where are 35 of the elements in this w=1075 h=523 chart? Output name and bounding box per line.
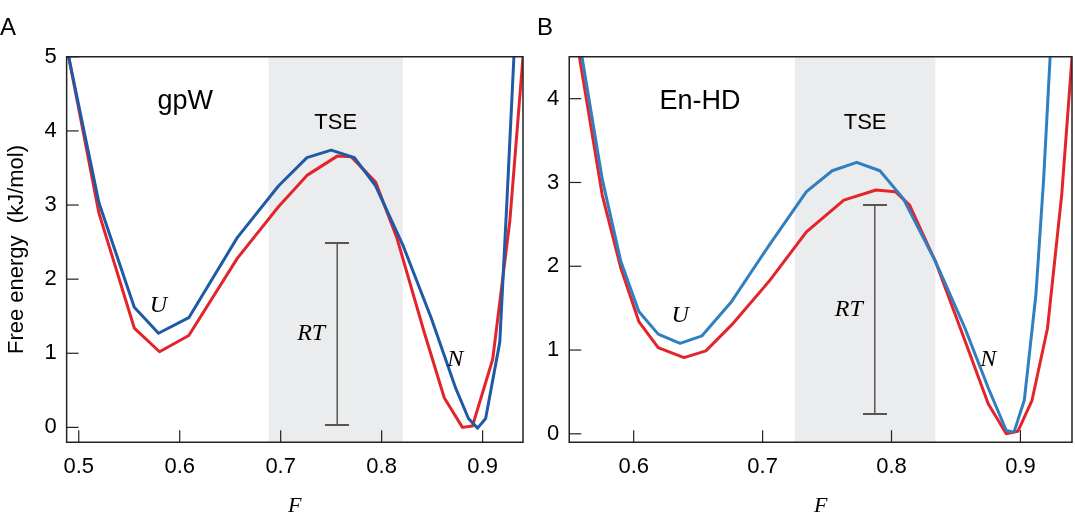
annotation: gpW <box>157 85 214 116</box>
y-axis-title: Free energy (kJ/mol) <box>3 144 29 355</box>
x-axis-title: F <box>812 491 828 517</box>
x-tick-label: 0.7 <box>747 453 778 479</box>
y-tick-label: 4 <box>44 116 57 142</box>
y-tick-label: 1 <box>546 336 560 362</box>
y-tick-label: 3 <box>546 168 560 194</box>
x-tick-label: 0.9 <box>1005 453 1036 479</box>
y-tick-label: 4 <box>546 84 560 110</box>
y-tick-label: 1 <box>44 339 57 365</box>
y-tick-label: 5 <box>44 42 57 68</box>
y-tick-label: 0 <box>44 413 57 439</box>
x-tick-label: 0.8 <box>366 453 397 479</box>
annotation: N <box>979 345 999 372</box>
annotation: N <box>446 344 466 371</box>
y-tick-label: 2 <box>546 252 560 278</box>
x-tick-label: 0.8 <box>876 453 907 479</box>
annotation: RT <box>296 319 327 346</box>
chart-title: B <box>537 13 554 41</box>
y-tick-label: 2 <box>44 265 57 291</box>
x-tick-label: 0.6 <box>164 453 196 479</box>
x-tick-label: 0.6 <box>618 453 649 479</box>
y-tick-label: 3 <box>44 191 57 217</box>
x-tick-label: 0.7 <box>265 453 296 479</box>
x-axis-title: F <box>287 491 303 517</box>
x-tick-label: 0.5 <box>63 453 95 479</box>
annotation: U <box>671 300 691 327</box>
chart-title: A <box>0 13 17 41</box>
annotation: U <box>149 290 169 317</box>
y-tick-label: 0 <box>546 419 560 445</box>
band-label: TSE <box>314 108 358 134</box>
x-tick-label: 0.9 <box>467 453 498 479</box>
annotation: RT <box>833 295 865 322</box>
band-label: TSE <box>843 108 887 134</box>
annotation: En-HD <box>659 85 741 116</box>
